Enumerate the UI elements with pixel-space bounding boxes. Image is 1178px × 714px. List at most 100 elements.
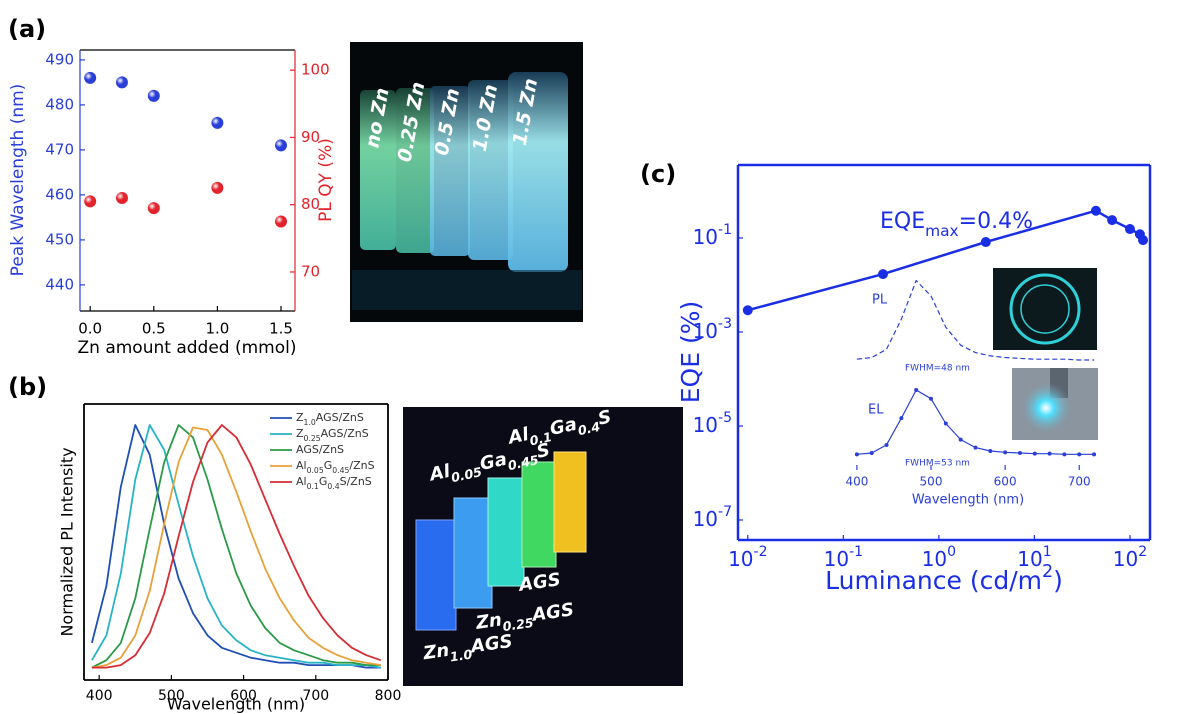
- data-point: [1047, 451, 1052, 456]
- y2-tick-label: 100: [301, 61, 330, 79]
- y-tick-label: 10-3: [693, 316, 732, 343]
- y-tick-label-part: 10: [693, 318, 718, 342]
- legend-label-part: Al: [296, 459, 307, 472]
- data-line: [91, 426, 381, 669]
- data-point: [914, 388, 919, 393]
- data-point: [899, 416, 904, 421]
- annotation-part: max: [925, 222, 959, 240]
- y-tick-label: 460: [45, 185, 74, 203]
- legend-label-part: AGS/ZnS: [316, 411, 364, 424]
- data-point: [147, 202, 160, 215]
- x-tick-label-part: -1: [849, 544, 863, 560]
- x-tick-label: 500: [920, 475, 943, 489]
- data-line: [91, 424, 381, 669]
- data-line: [856, 279, 1095, 361]
- photo-vials: [350, 42, 583, 322]
- x-tick-label-part: 10: [1017, 547, 1042, 571]
- x-tick-label: 600: [994, 475, 1017, 489]
- photo-label: Zn1.0AGS: [421, 631, 514, 668]
- x-tick-label: 1.0: [205, 320, 229, 338]
- data-point: [869, 450, 874, 455]
- x-tick-label-part: 10: [922, 547, 947, 571]
- x-tick-label: 600: [230, 688, 257, 704]
- legend-label-part: Z: [296, 427, 304, 440]
- x-tick-label: 1.5: [269, 320, 293, 338]
- data-point: [742, 305, 753, 316]
- y-tick-label-part: -7: [718, 504, 732, 520]
- data-line: [91, 424, 382, 669]
- annotation: FWHM=48 nm: [905, 364, 970, 374]
- x-tick-label-part: 10: [728, 547, 753, 571]
- y-tick-label-part: 10: [693, 412, 718, 436]
- data-point: [884, 442, 889, 447]
- y-tick-label-part: -1: [718, 222, 732, 238]
- y-tick-label-part: -5: [718, 410, 732, 426]
- panel-label: (b): [8, 373, 47, 401]
- x-tick-label: 102: [1113, 544, 1147, 571]
- x-tick-label: 0.5: [142, 320, 166, 338]
- y-tick-label: 10-5: [693, 410, 732, 437]
- photo-label-part: S: [535, 440, 552, 463]
- data-point: [1092, 452, 1097, 457]
- x-tick-label: 10-2: [728, 544, 767, 571]
- x-axis-label: Wavelength (nm): [912, 493, 1024, 508]
- photo-label-part: 0.1: [528, 429, 553, 448]
- x-axis-label: Wavelength (nm): [167, 695, 305, 714]
- x-tick-label: 700: [302, 688, 329, 704]
- legend-label-part: AGS/ZnS: [321, 427, 369, 440]
- y2-tick-label: 70: [301, 262, 320, 280]
- legend-label-part: /ZnS: [349, 459, 374, 472]
- x-axis-label-part: ): [1053, 566, 1063, 595]
- data-point: [275, 139, 288, 152]
- data-point: [877, 269, 888, 280]
- annotation: EQEmax=0.4%: [880, 209, 1033, 240]
- data-point: [147, 89, 160, 102]
- photo-label-part: Zn: [474, 609, 504, 634]
- y-axis-label: Normalized PL Intensity: [58, 447, 77, 636]
- data-point: [84, 71, 97, 84]
- photo-label-part: Zn: [421, 640, 451, 665]
- data-point: [854, 452, 859, 457]
- data-point: [1017, 450, 1022, 455]
- y-tick-label: 490: [45, 50, 74, 68]
- annotation: PL: [872, 293, 888, 308]
- data-point: [1138, 235, 1149, 246]
- legend-label-part: 0.4: [327, 482, 339, 491]
- x-tick-label: 800: [375, 688, 402, 704]
- y2-axis-label: PL QY (%): [316, 138, 336, 222]
- y-tick-label-part: -3: [718, 316, 732, 332]
- data-line: [91, 424, 381, 669]
- y2-tick-label: 90: [301, 128, 320, 146]
- data-point: [988, 448, 993, 453]
- y-axis-label: EQE (%): [676, 301, 705, 403]
- x-tick-label: 0.0: [78, 320, 102, 338]
- data-point: [958, 437, 963, 442]
- y-tick-label: 10-1: [693, 222, 732, 249]
- legend-label-part: G: [324, 459, 333, 472]
- data-point: [1090, 205, 1101, 216]
- legend-label: Al0.1G0.4S/ZnS: [296, 475, 372, 491]
- data-point: [1077, 452, 1082, 457]
- y-tick-label: 480: [45, 95, 74, 113]
- legend-label-part: 0.25: [304, 434, 321, 443]
- x-axis-label-part: Luminance (cd/m: [825, 566, 1042, 595]
- legend-label-part: Al: [296, 475, 307, 488]
- panel-label: (c): [640, 160, 676, 188]
- photo-label-part: 0.4: [576, 419, 601, 438]
- x-tick-label-part: -2: [754, 544, 768, 560]
- x-tick-label: 500: [158, 688, 185, 704]
- data-point: [115, 76, 128, 89]
- photo-label-part: 0.25: [502, 615, 535, 634]
- x-tick-label: 100: [922, 544, 956, 571]
- data-point: [115, 191, 128, 204]
- data-point: [929, 396, 934, 401]
- y-tick-label: 10-7: [693, 504, 732, 531]
- x-tick-label-part: 1: [1043, 544, 1052, 560]
- annotation: EL: [868, 403, 884, 418]
- data-point: [1124, 224, 1135, 235]
- photo-logo: [993, 268, 1097, 350]
- x-tick-label-part: 0: [947, 544, 956, 560]
- legend-label: Z0.25AGS/ZnS: [296, 427, 369, 443]
- photo-label-part: 0.05: [450, 464, 484, 485]
